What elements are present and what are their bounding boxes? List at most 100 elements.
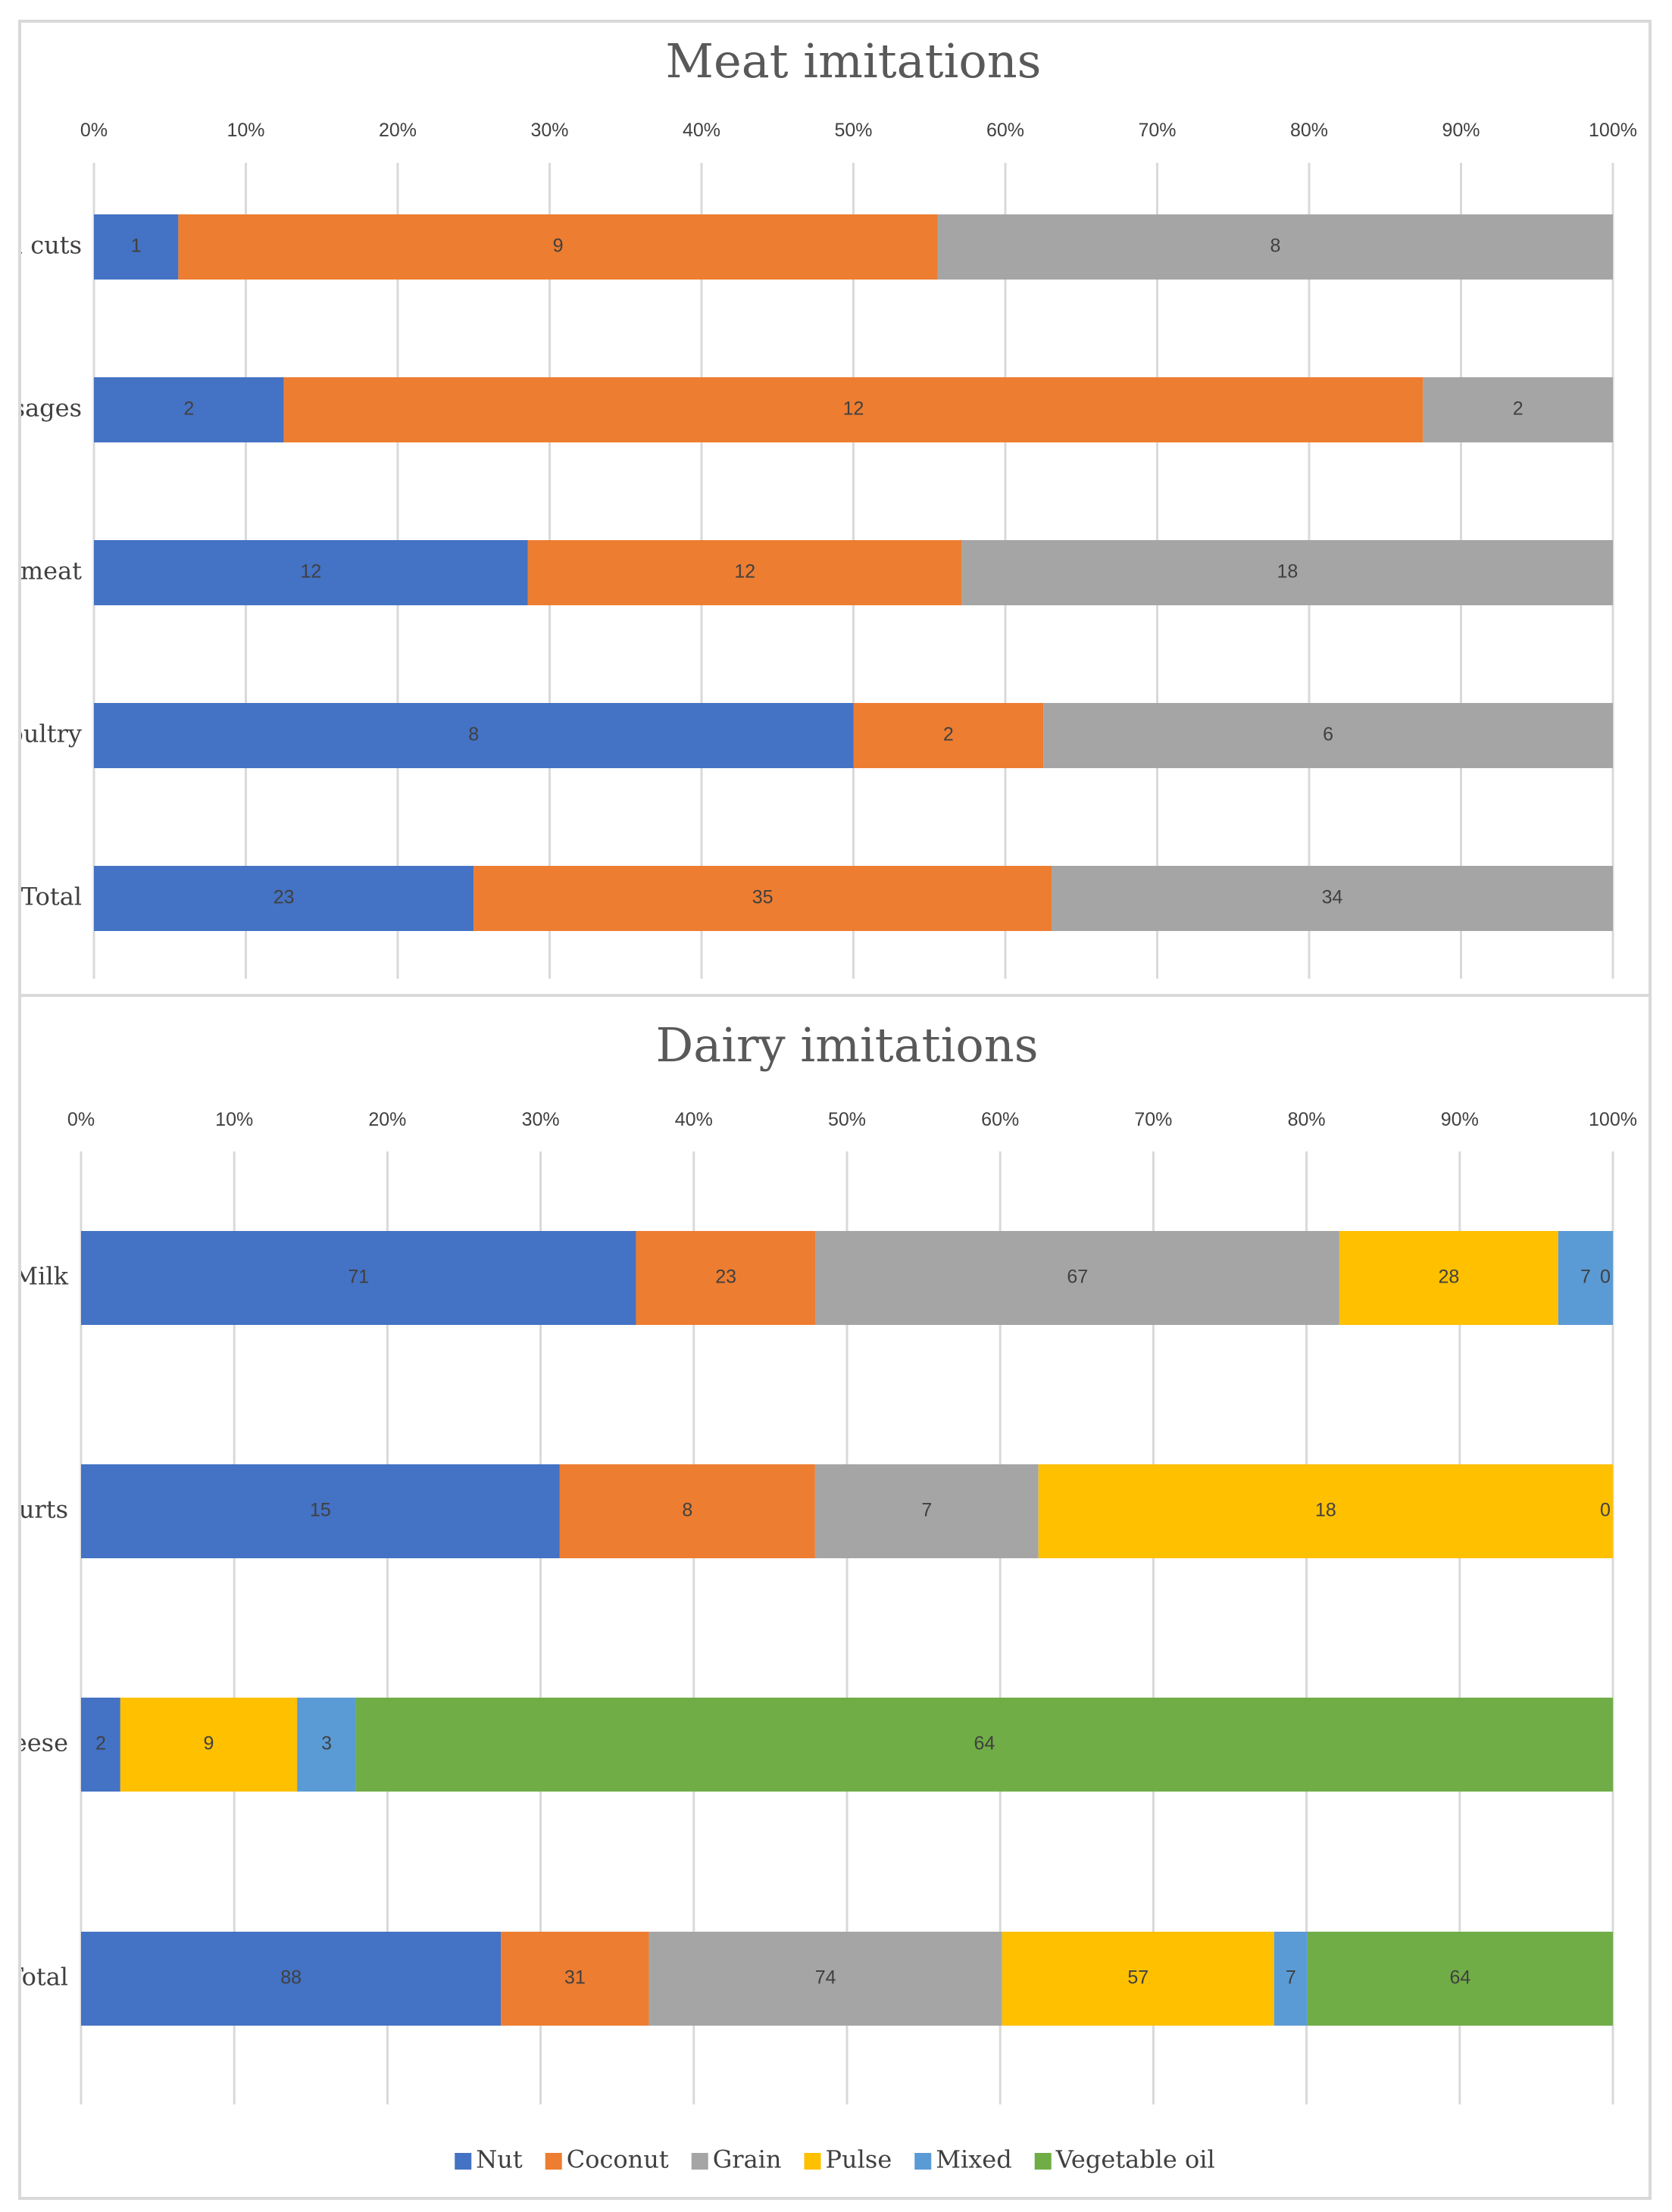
dairy-imitations-data-label: 7 <box>921 1500 932 1521</box>
meat-imitations-x-tick-label: 100% <box>1589 120 1637 141</box>
meat-imitations-x-tick-label: 30% <box>530 120 568 141</box>
dairy-imitations-data-label: 67 <box>1067 1267 1088 1288</box>
dairy-imitations-data-label: 3 <box>321 1733 332 1754</box>
dairy-imitations-bar-nut-cheese <box>81 1698 120 1792</box>
meat-imitations-data-label: 34 <box>1322 887 1343 908</box>
meat-imitations-data-label: 1 <box>131 236 142 257</box>
meat-imitations-bar-nut-poultry <box>94 703 854 768</box>
legend-swatch-mixed <box>914 2153 932 2170</box>
dairy-imitations-data-label: 0 <box>1600 1500 1611 1521</box>
meat-chart-panel: Meat imitations 0% 10% 20% 30% 40% 50% 60% 70% 80… <box>0 20 1652 997</box>
meat-imitations-bar-coconut-cold-cuts <box>178 214 938 280</box>
dairy-imitations-data-label: 18 <box>1315 1500 1336 1521</box>
legend-label-pulse: Pulse <box>826 2145 892 2174</box>
dairy-imitations-bar-nut-yogurts <box>81 1464 560 1558</box>
meat-imitations-bar-nut-cold-cuts <box>94 214 179 280</box>
dairy-imitations-x-tick-label: 100% <box>1589 1109 1637 1130</box>
meat-imitations-bar-nut-red-meat <box>94 540 528 605</box>
dairy-imitations-bar-grain-milk <box>815 1231 1339 1325</box>
dairy-imitations-data-label: 71 <box>348 1267 369 1288</box>
meat-imitations-bar-grain-red-meat <box>961 540 1613 605</box>
dairy-imitations-data-label: 64 <box>974 1733 995 1754</box>
dairy-imitations-x-tick-label: 80% <box>1288 1109 1326 1130</box>
meat-imitations-bar-grain-sausages <box>1423 377 1613 442</box>
meat-imitations-data-label: 2 <box>183 398 194 420</box>
dairy-imitations-bar-mixed-total <box>1274 1932 1308 2026</box>
dairy-imitations-category-label: Total <box>21 1963 68 1992</box>
meat-imitations-bar-grain-poultry <box>1043 703 1613 768</box>
dairy-imitations-chart: Dairy imitations 0% 10% 20% 30% 40% 50% 60% 70% 8… <box>0 1017 1637 2174</box>
legend-swatch-vegetable-oil <box>1034 2153 1052 2170</box>
dairy-imitations-bar-pulse-cheese <box>120 1698 298 1792</box>
dairy-imitations-bar-mixed-cheese <box>297 1698 356 1792</box>
dairy-imitations-data-label: 74 <box>815 1967 836 1989</box>
legend-swatch-nut <box>455 2153 472 2170</box>
meat-imitations-bar-grain-total <box>1052 866 1613 931</box>
dairy-imitations-data-label: 15 <box>310 1500 331 1521</box>
meat-imitations-title: Meat imitations <box>666 33 1042 89</box>
meat-imitations-bar-grain-cold-cuts <box>937 214 1613 280</box>
legend-label-grain: Grain <box>713 2145 782 2174</box>
meat-imitations-bar-coconut-red-meat <box>527 540 962 605</box>
dairy-imitations-bar-grain-total <box>648 1932 1002 2026</box>
dairy-imitations-data-label: 31 <box>564 1967 586 1989</box>
dairy-imitations-x-tick-label: 30% <box>522 1109 560 1130</box>
meat-imitations-data-label: 9 <box>553 236 564 257</box>
meat-imitations-data-label: 12 <box>734 561 755 583</box>
meat-imitations-data-label: 8 <box>468 724 479 745</box>
dairy-imitations-x-tick-label: 50% <box>828 1109 866 1130</box>
meat-imitations-data-label: 18 <box>1277 561 1298 583</box>
meat-imitations-x-tick-label: 50% <box>834 120 872 141</box>
dairy-imitations-x-tick-label: 10% <box>215 1109 253 1130</box>
dairy-imitations-category-label: Milk <box>21 1262 69 1291</box>
dairy-imitations-x-tick-label: 70% <box>1134 1109 1172 1130</box>
meat-imitations-data-label: 8 <box>1270 236 1280 257</box>
legend-swatch-pulse <box>804 2153 821 2170</box>
dairy-imitations-bar-coconut-total <box>501 1932 649 2026</box>
dairy-imitations-title: Dairy imitations <box>655 1017 1038 1073</box>
meat-imitations-category-label: Red meat <box>21 557 82 586</box>
meat-imitations-category-label: Poultry <box>21 720 82 748</box>
chart-legend: Nut Coconut Grain Pulse Mixed Vegetable oil <box>455 2145 1215 2174</box>
dairy-imitations-category-label: Yogurts <box>21 1495 68 1524</box>
dairy-imitations-bar-nut-milk <box>81 1231 636 1325</box>
dairy-imitations-data-label: 88 <box>280 1967 302 1989</box>
dairy-imitations-x-tick-label: 60% <box>981 1109 1019 1130</box>
dairy-chart-panel: Dairy imitations 0% 10% 20% 30% 40% 50% 60% 70% 8… <box>0 994 1652 2200</box>
dairy-imitations-bar-mixed-milk <box>1558 1231 1613 1325</box>
meat-imitations-x-tick-label: 80% <box>1290 120 1328 141</box>
meat-imitations-x-tick-label: 40% <box>683 120 720 141</box>
meat-imitations-bar-coconut-total <box>473 866 1052 931</box>
legend-label-vegetable-oil: Vegetable oil <box>1055 2145 1215 2174</box>
legend-swatch-coconut <box>545 2153 562 2170</box>
dairy-imitations-bar-pulse-yogurts <box>1038 1464 1613 1558</box>
meat-imitations-x-tick-label: 70% <box>1138 120 1176 141</box>
meat-imitations-bar-nut-total <box>94 866 474 931</box>
dairy-imitations-bar-vegetable-oil-cheese <box>355 1698 1613 1792</box>
dairy-imitations-data-label: 9 <box>204 1733 214 1754</box>
meat-imitations-x-tick-label: 20% <box>379 120 417 141</box>
dairy-imitations-data-label: 57 <box>1127 1967 1149 1989</box>
meat-imitations-x-tick-label: 90% <box>1442 120 1480 141</box>
meat-imitations-data-label: 35 <box>752 887 773 908</box>
meat-imitations-data-label: 6 <box>1323 724 1333 745</box>
meat-imitations-bar-coconut-poultry <box>853 703 1044 768</box>
dairy-imitations-bar-grain-yogurts <box>814 1464 1039 1558</box>
meat-imitations-data-label: 12 <box>843 398 864 420</box>
dairy-imitations-data-label: 8 <box>682 1500 692 1521</box>
dairy-imitations-category-label: Cheese <box>21 1729 68 1757</box>
dairy-imitations-x-tick-label: 0% <box>67 1109 95 1130</box>
meat-imitations-chart: Meat imitations 0% 10% 20% 30% 40% 50% 60% 70% 80… <box>0 33 1637 979</box>
meat-imitations-x-tick-label: 60% <box>986 120 1024 141</box>
dairy-imitations-data-label: 64 <box>1450 1967 1471 1989</box>
legend-label-nut: Nut <box>476 2145 523 2174</box>
dairy-imitations-bar-pulse-milk <box>1339 1231 1558 1325</box>
legend-label-coconut: Coconut <box>567 2145 669 2174</box>
dairy-imitations-data-label: 2 <box>95 1733 106 1754</box>
dairy-imitations-data-label: 28 <box>1438 1267 1459 1288</box>
meat-imitations-category-label: Cold cuts <box>21 231 82 260</box>
dairy-imitations-bar-pulse-total <box>1002 1932 1274 2026</box>
meat-imitations-data-label: 2 <box>1513 398 1524 420</box>
dairy-imitations-bar-nut-total <box>81 1932 502 2026</box>
meat-imitations-category-label: Sausages <box>21 394 82 423</box>
